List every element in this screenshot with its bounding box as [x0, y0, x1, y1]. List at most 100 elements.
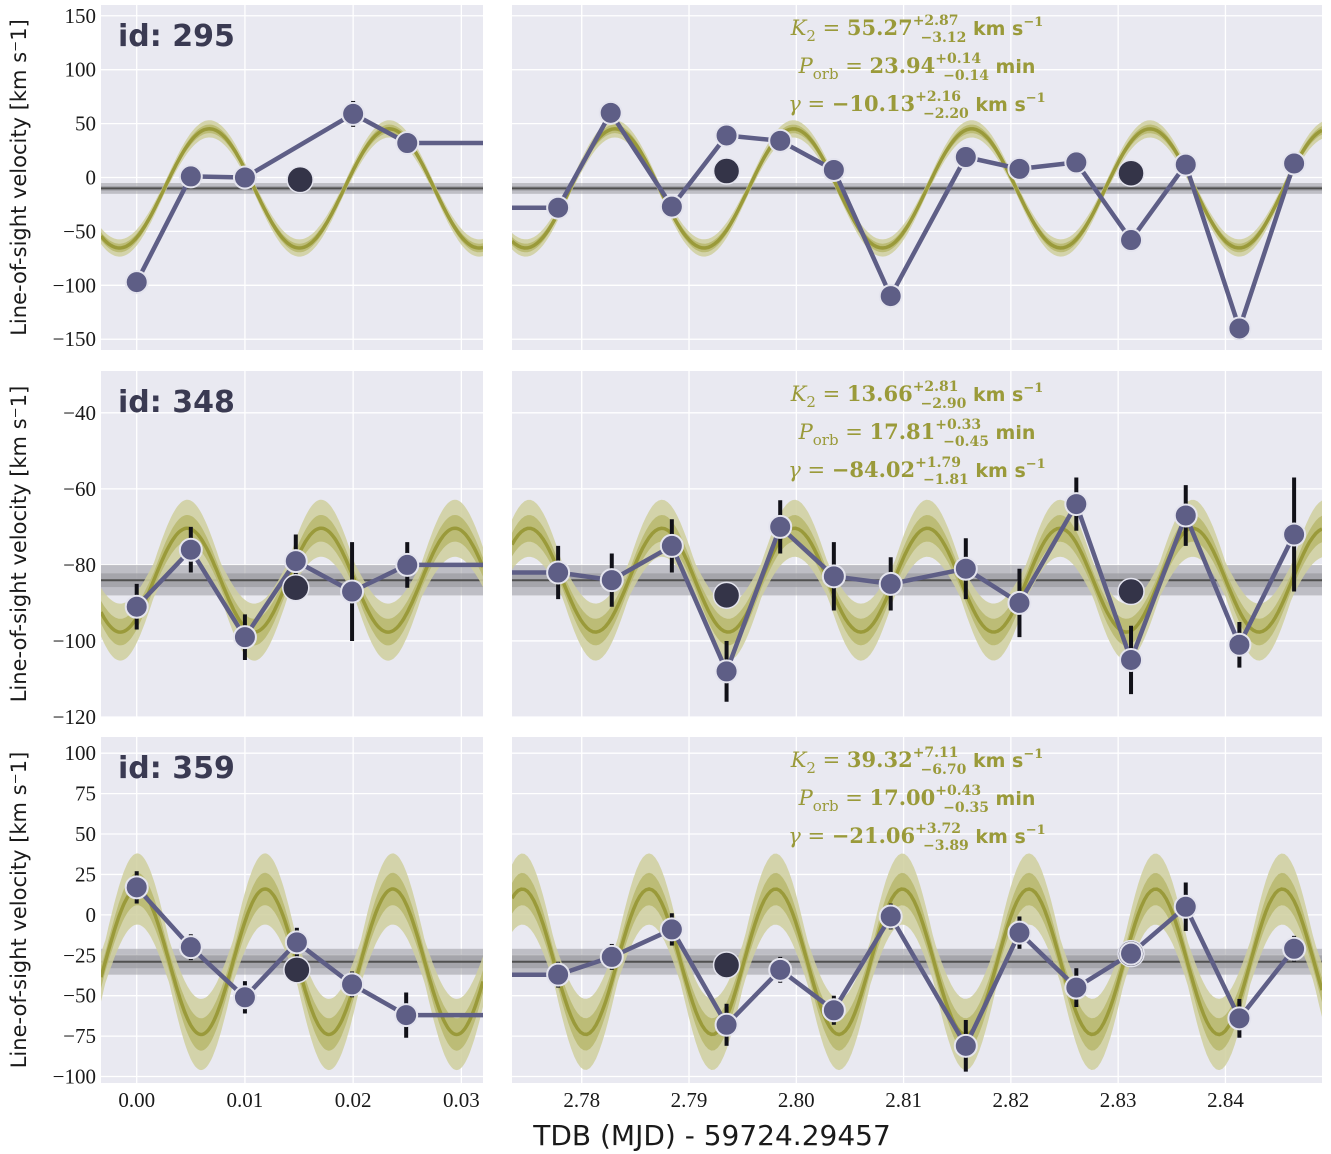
grid [512, 371, 1322, 718]
y-tick-label: −120 [53, 705, 96, 729]
data-point [283, 549, 308, 574]
panel-id-label: id: 359 [118, 751, 235, 786]
annotation-part: orb [813, 65, 839, 83]
annotation-part: −3.12 [921, 30, 967, 46]
annotation-part: = [801, 458, 832, 482]
panel-3-left [101, 737, 483, 1083]
data-point [546, 560, 571, 585]
y-tick-label: −100 [53, 1065, 96, 1089]
annotation-part: km s [969, 460, 1026, 482]
model-curve [101, 127, 483, 250]
data-point [878, 571, 903, 596]
annotation-part: −1.81 [923, 472, 969, 488]
annotation-part: +1.79 [915, 455, 961, 471]
panel-3-right [512, 737, 1322, 1083]
y-tick-label: −60 [63, 477, 96, 501]
data-point [1282, 522, 1307, 547]
excluded-point [286, 165, 314, 194]
data-point [598, 100, 623, 125]
data-point [1064, 492, 1089, 517]
model-curve [512, 887, 1322, 1037]
data-point [124, 270, 149, 295]
y-tick-label: −150 [53, 327, 96, 351]
data-point [659, 194, 684, 219]
annotation-part: km s [966, 384, 1023, 406]
data-point [714, 123, 739, 148]
x-tick-label: 2.82 [992, 1088, 1029, 1112]
annotation-part: = [839, 786, 870, 810]
annotation-part: 2 [806, 393, 816, 411]
y-tick-label: −100 [53, 273, 96, 297]
panel-1-left [101, 5, 483, 350]
annotation-part: 17.00 [870, 785, 936, 810]
data-point [878, 904, 903, 929]
annotation-part: = [801, 92, 832, 116]
panel-1-right [512, 5, 1322, 350]
model-band-outer [512, 853, 1322, 1071]
excluded-point [1117, 159, 1145, 187]
annotation-part: γ [788, 824, 801, 848]
y-axis-label: Line-of-sight velocity [km s⁻1] [7, 19, 31, 336]
annotation-part: P [798, 54, 814, 78]
data-point [1007, 590, 1032, 615]
panel-2-right [512, 371, 1322, 718]
data-point [284, 930, 309, 955]
data-point [232, 165, 257, 190]
annotation-part: K [790, 16, 808, 40]
annotation-part: km s [966, 18, 1023, 40]
annotation-part: −0.35 [943, 800, 989, 816]
annotation-line: Porb = 23.94+0.14 −0.14 min [798, 51, 1036, 84]
excluded-point [1117, 577, 1145, 606]
annotation-line: K2 = 39.32+7.11 −6.70 km s−1 [790, 745, 1044, 778]
x-tick-label: 0.00 [118, 1088, 155, 1112]
x-tick-label: 2.79 [671, 1088, 708, 1112]
annotation-part: min [989, 422, 1035, 444]
data-point [546, 962, 571, 987]
data-point [1282, 936, 1307, 961]
data-point [1227, 316, 1252, 341]
plot-area [101, 371, 483, 717]
data-point [878, 284, 903, 309]
annotation-part: +0.14 [935, 51, 981, 67]
annotation-line: Porb = 17.81+0.33 −0.45 min [798, 417, 1036, 450]
data-point [341, 101, 366, 126]
data-point [178, 935, 203, 960]
annotation-part: km s [969, 826, 1026, 848]
fit-annotation: K2 = 55.27+2.87 −3.12 km s−1 Porb = 23.94+… [788, 13, 1045, 122]
annotation-part: −0.45 [943, 434, 989, 450]
annotation-part: P [798, 786, 814, 810]
y-tick-label: 0 [86, 166, 97, 190]
x-tick-label: 0.02 [335, 1088, 372, 1112]
annotation-part: −1 [1023, 747, 1043, 762]
plot-content [101, 499, 483, 661]
annotation-part: orb [813, 797, 839, 815]
data-point [1227, 632, 1252, 657]
annotation-part: K [790, 382, 808, 406]
data-point [821, 998, 846, 1023]
plot-area [101, 737, 483, 1083]
annotation-part: −2.20 [923, 106, 969, 122]
annotation-part: −1 [1023, 381, 1043, 396]
data-point [1173, 894, 1198, 919]
data-point [546, 195, 571, 220]
annotation-line: K2 = 55.27+2.87 −3.12 km s−1 [790, 13, 1044, 46]
data-point [394, 1003, 419, 1028]
excluded-point [712, 157, 741, 185]
y-tick-label: 0 [86, 903, 97, 927]
annotation-part: km s [966, 750, 1023, 772]
x-tick-label: 2.84 [1207, 1088, 1244, 1112]
annotation-part: +7.11 [913, 745, 959, 761]
model-band-inner [512, 515, 1322, 646]
annotation-part: +2.81 [913, 379, 959, 395]
data-point [340, 972, 365, 997]
y-tick-label: 75 [75, 782, 96, 806]
data-point [395, 131, 420, 155]
annotation-part: −84.02 [832, 457, 915, 482]
annotation-part: = [816, 16, 847, 40]
annotation-part: = [816, 748, 847, 772]
data-point [821, 157, 846, 182]
data-point [714, 1012, 739, 1037]
annotation-part: = [839, 420, 870, 444]
annotation-part: +3.72 [915, 821, 961, 837]
